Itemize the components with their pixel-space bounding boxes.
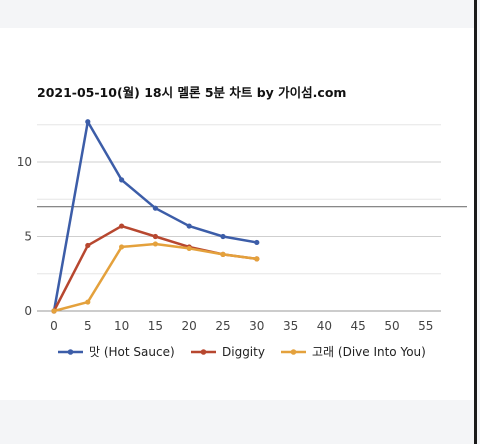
legend-item-2: Diggity bbox=[191, 345, 265, 359]
data-point bbox=[119, 223, 125, 229]
data-point bbox=[85, 242, 91, 249]
data-point bbox=[85, 299, 91, 305]
legend-label: 고래 (Dive Into You) bbox=[312, 345, 426, 359]
legend-item-1: 맛 (Hot Sauce) bbox=[58, 345, 175, 359]
legend-label: 맛 (Hot Sauce) bbox=[89, 345, 175, 359]
data-point bbox=[220, 233, 226, 240]
data-point bbox=[119, 244, 125, 250]
legend-label: Diggity bbox=[222, 345, 265, 359]
legend-swatch-dot bbox=[200, 349, 207, 355]
data-point bbox=[254, 256, 260, 262]
legend-swatch-dot bbox=[290, 349, 297, 355]
data-point bbox=[85, 119, 91, 125]
x-tick-label: 55 bbox=[418, 319, 433, 333]
x-tick-label: 25 bbox=[215, 319, 230, 333]
x-tick-label: 50 bbox=[384, 319, 399, 333]
series-3 bbox=[51, 241, 260, 314]
data-point bbox=[51, 308, 57, 314]
y-axis-ticks: 0 5 10 bbox=[17, 155, 32, 318]
legend-swatch-dot bbox=[67, 349, 74, 355]
x-tick-label: 35 bbox=[283, 319, 298, 333]
x-tick-label: 30 bbox=[249, 319, 264, 333]
x-tick-label: 45 bbox=[351, 319, 366, 333]
grid-lines bbox=[37, 124, 467, 312]
x-tick-label: 5 bbox=[84, 319, 92, 333]
series-line bbox=[52, 120, 258, 312]
data-point bbox=[186, 223, 192, 229]
x-tick-label: 20 bbox=[182, 319, 197, 333]
series-1 bbox=[51, 119, 260, 314]
chart-card bbox=[0, 28, 474, 400]
data-point bbox=[152, 241, 158, 247]
x-tick-label: 40 bbox=[317, 319, 332, 333]
x-tick-label: 0 bbox=[50, 319, 58, 333]
data-point bbox=[220, 251, 226, 257]
y-tick-label: 10 bbox=[17, 155, 32, 169]
y-tick-label: 0 bbox=[24, 304, 32, 318]
legend-item-3: 고래 (Dive Into You) bbox=[281, 345, 426, 359]
data-point bbox=[152, 205, 158, 211]
chart-title: 2021-05-10(월) 18시 멜론 5분 차트 by 가이섬.com bbox=[37, 85, 347, 100]
x-axis-ticks: 0 5 10 15 20 25 30 35 40 45 50 55 bbox=[50, 319, 433, 333]
data-point bbox=[119, 177, 125, 183]
window-edge bbox=[474, 0, 477, 444]
data-point bbox=[152, 233, 158, 240]
x-tick-label: 15 bbox=[148, 319, 163, 333]
legend: 맛 (Hot Sauce) Diggity 고래 (Dive Into You) bbox=[58, 345, 426, 359]
x-tick-label: 10 bbox=[114, 319, 129, 333]
y-tick-label: 5 bbox=[24, 230, 32, 244]
data-point bbox=[254, 239, 260, 246]
data-point bbox=[186, 245, 192, 252]
series-lines bbox=[51, 119, 260, 314]
